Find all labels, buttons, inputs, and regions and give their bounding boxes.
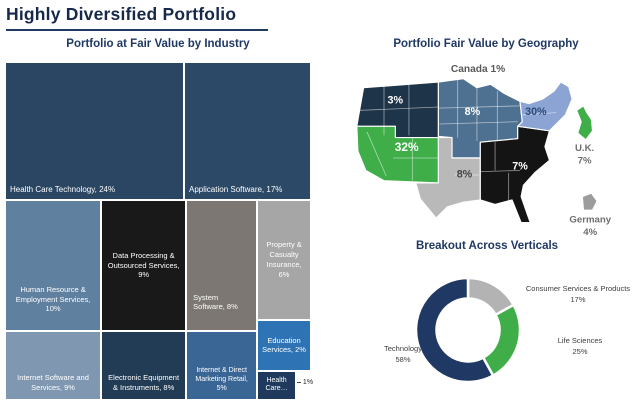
map-label-germany-pct: 4% bbox=[583, 227, 597, 238]
map-region-south-central bbox=[415, 137, 481, 219]
map-label-uk: U.K. bbox=[575, 143, 595, 154]
callout-line bbox=[296, 382, 301, 384]
map-label-northwest-pct: 3% bbox=[388, 95, 404, 107]
map-region-uk bbox=[576, 105, 594, 141]
map-label-west-pct: 32% bbox=[395, 140, 419, 154]
industry-treemap: Health Care Technology, 24% Application … bbox=[5, 62, 314, 400]
treemap-block-internet-direct-marketing-retail: Internet & Direct Marketing Retail, 5% bbox=[186, 331, 258, 400]
map-region-southeast bbox=[479, 125, 551, 224]
treemap-label: Electronic Equipment & Instruments, 8% bbox=[108, 373, 180, 393]
treemap-callout-health-care-pct: 1% bbox=[296, 379, 314, 387]
treemap-block-human-resource-employment-services: Human Resource & Employment Services, 10… bbox=[5, 199, 102, 332]
treemap-block-system-software: System Software, 8% bbox=[186, 199, 258, 332]
treemap-block-health-care: Health Care… bbox=[257, 370, 296, 400]
page-title: Highly Diversified Portfolio bbox=[6, 4, 268, 31]
treemap-block-data-processing-outsourced-services: Data Processing & Outsourced Services, 9… bbox=[101, 199, 187, 332]
treemap-label: Education Services, 2% bbox=[262, 335, 306, 355]
treemap-label: Health Care Technology, 24% bbox=[10, 184, 116, 194]
treemap-label: Internet Software and Services, 9% bbox=[17, 373, 89, 393]
treemap-block-electronic-equipment-instruments: Electronic Equipment & Instruments, 8% bbox=[101, 331, 187, 400]
treemap-label: Health Care… bbox=[265, 377, 288, 393]
vertical-label-name: Life Sciences bbox=[557, 336, 603, 345]
treemap-label: Property & Casualty Insurance, 6% bbox=[266, 240, 302, 279]
treemap-block-health-care-technology: Health Care Technology, 24% bbox=[5, 62, 184, 200]
vertical-label-name: Consumer Services & Products bbox=[525, 284, 631, 293]
verticals-chart-title: Breakout Across Verticals bbox=[415, 240, 559, 252]
map-region-northeast bbox=[517, 81, 573, 132]
donut-segment-life-sciences bbox=[481, 303, 522, 377]
treemap-block-application-software: Application Software, 17% bbox=[184, 62, 311, 200]
map-label-southeast-pct: 7% bbox=[512, 160, 528, 172]
vertical-label-consumer-services-products: Consumer Services & Products 17% bbox=[522, 284, 634, 306]
treemap-label: Internet & Direct Marketing Retail, 5% bbox=[195, 366, 248, 392]
map-label-canada: Canada 1% bbox=[451, 64, 505, 75]
vertical-label-pct: 25% bbox=[572, 346, 588, 356]
treemap-block-internet-software-and-services: Internet Software and Services, 9% bbox=[5, 331, 102, 400]
state-border-lines bbox=[359, 79, 557, 202]
map-label-northeast-pct: 30% bbox=[525, 106, 547, 118]
treemap-block-education-services: Education Services, 2% bbox=[257, 319, 311, 371]
map-label-uk-pct: 7% bbox=[578, 156, 592, 167]
treemap-block-property-casualty-insurance: Property & Casualty Insurance, 6% bbox=[257, 199, 311, 320]
treemap-label: Data Processing & Outsourced Services, 9… bbox=[107, 250, 180, 280]
vertical-label-technology: Technology 58% bbox=[368, 344, 438, 366]
map-label-south-pct: 8% bbox=[457, 168, 473, 180]
donut-segment-technology bbox=[414, 276, 495, 384]
industry-chart-title: Portfolio at Fair Value by Industry bbox=[66, 38, 250, 50]
vertical-label-name: Technology bbox=[384, 344, 422, 353]
vertical-label-life-sciences: Life Sciences 25% bbox=[544, 336, 616, 358]
treemap-label: System Software, 8% bbox=[193, 292, 238, 312]
verticals-donut-chart bbox=[414, 276, 522, 384]
vertical-label-pct: 17% bbox=[570, 294, 586, 304]
vertical-label-pct: 58% bbox=[395, 354, 411, 364]
map-label-midwest-pct: 8% bbox=[465, 106, 481, 118]
map-label-germany: Germany bbox=[569, 215, 611, 226]
treemap-label: Human Resource & Employment Services, 10… bbox=[15, 284, 91, 314]
map-region-germany bbox=[581, 192, 598, 211]
us-geography-map: Canada 1% 3% 32% 8% 30% 8% 7% U.K. 7% Ge… bbox=[356, 64, 612, 238]
callout-value: 1% bbox=[302, 379, 314, 387]
treemap-label: Application Software, 17% bbox=[189, 184, 283, 194]
geography-chart-title: Portfolio Fair Value by Geography bbox=[393, 38, 579, 50]
